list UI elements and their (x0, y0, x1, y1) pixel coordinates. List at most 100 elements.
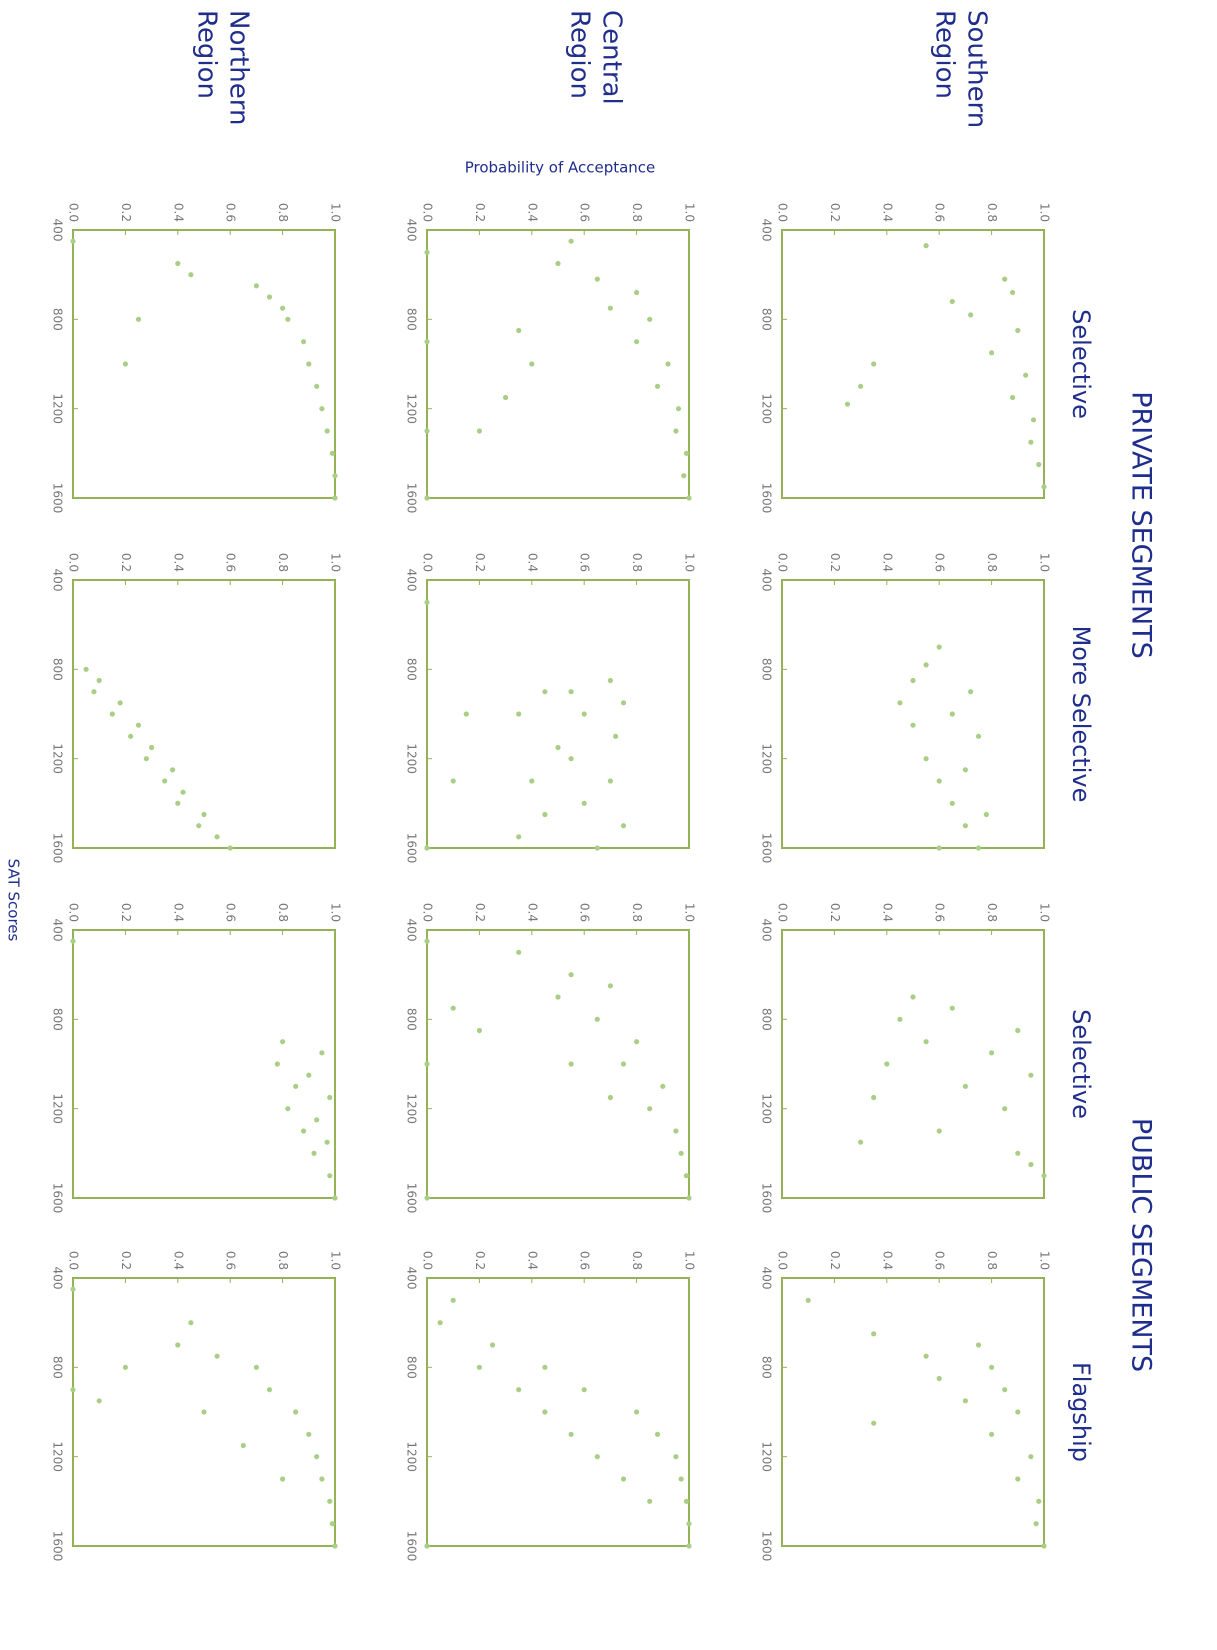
scatter-point (1028, 1454, 1034, 1460)
scatter-point (70, 1286, 76, 1292)
scatter-point (162, 778, 168, 784)
scatter-point (1002, 276, 1008, 282)
x-tick-label: 1200 (405, 1441, 419, 1472)
scatter-point (673, 1454, 679, 1460)
y-tick-label: 1.0 (1038, 203, 1052, 222)
scatter-point (607, 305, 613, 311)
scatter-point (227, 845, 233, 851)
scatter-point (686, 1195, 692, 1201)
scatter-point (266, 294, 273, 300)
scatter-point (923, 756, 929, 762)
y-tick-label: 0.2 (119, 1251, 133, 1270)
y-tick-label: 0.6 (224, 203, 238, 222)
scatter-point (581, 1387, 587, 1393)
scatter-point (201, 811, 207, 818)
x-tick-label: 800 (405, 1356, 419, 1379)
y-tick-label: 0.8 (630, 1251, 644, 1270)
scatter-point (437, 1320, 443, 1326)
scatter-point (858, 1139, 864, 1145)
y-tick-label: 0.4 (880, 203, 894, 222)
scatter-point (581, 711, 587, 717)
scatter-point (683, 1498, 689, 1504)
x-axis-label: SAT Scores (5, 859, 23, 942)
scatter-point (568, 238, 574, 244)
x-tick-label: 1200 (405, 743, 419, 774)
plot-frame (426, 579, 690, 849)
scatter-point (327, 1173, 333, 1179)
scatter-point (936, 1128, 942, 1134)
scatter-point (686, 1521, 692, 1527)
y-tick-label: 0.4 (525, 1251, 539, 1270)
y-tick-label: 0.8 (276, 203, 290, 222)
scatter-point (148, 744, 155, 751)
scatter-point (542, 1409, 548, 1415)
y-tick-label: 0.0 (776, 553, 790, 572)
scatter-point (654, 1431, 661, 1437)
x-tick-label: 1200 (760, 743, 774, 774)
scatter-point (989, 1050, 995, 1056)
scatter-point (306, 1072, 312, 1078)
scatter-point (871, 1420, 877, 1426)
x-tick-label: 800 (760, 1008, 774, 1031)
y-tick-label: 0.6 (224, 1251, 238, 1270)
x-tick-label: 800 (51, 1008, 65, 1031)
scatter-point (673, 1128, 679, 1134)
y-tick-label: 0.6 (224, 903, 238, 922)
scatter-point (936, 644, 942, 650)
scatter-point (329, 450, 335, 456)
x-tick-label: 800 (405, 658, 419, 681)
scatter-point (279, 1476, 286, 1482)
y-tick-label: 1.0 (329, 903, 343, 922)
row-title: Southern (962, 10, 992, 128)
scatter-point (314, 1454, 320, 1460)
x-tick-label: 800 (405, 308, 419, 331)
scatter-point (681, 473, 687, 479)
scatter-point (201, 1409, 207, 1415)
scatter-point (1015, 1409, 1021, 1415)
scatter-point (568, 689, 574, 695)
scatter-point (329, 1521, 335, 1527)
scatter-point (871, 361, 877, 367)
scatter-point (240, 1442, 246, 1449)
scatter-point (654, 383, 661, 389)
y-tick-label: 0.0 (421, 553, 435, 572)
scatter-point (424, 339, 430, 345)
y-tick-label: 0.2 (473, 1251, 487, 1270)
scatter-point (1041, 1173, 1047, 1179)
scatter-point (897, 700, 903, 706)
x-tick-label: 1200 (51, 1441, 65, 1472)
scatter-point (476, 1364, 482, 1370)
scatter-point (1033, 1521, 1039, 1527)
row-title: Northern (224, 10, 254, 125)
scatter-point (285, 1106, 291, 1112)
scatter-point (686, 1543, 692, 1549)
scatter-point (581, 800, 587, 806)
x-tick-label: 800 (760, 658, 774, 681)
scatter-point (594, 1454, 600, 1460)
scatter-point (279, 1039, 286, 1045)
y-tick-label: 0.6 (224, 553, 238, 572)
scatter-point (424, 249, 430, 255)
group-title: PRIVATE SEGMENTS (1126, 391, 1157, 659)
y-tick-label: 0.4 (880, 903, 894, 922)
scatter-point (633, 289, 640, 296)
scatter-point (568, 1061, 574, 1067)
scatter-point (476, 1027, 482, 1034)
scatter-point (1028, 439, 1034, 445)
scatter-point (324, 428, 330, 434)
scatter-point (686, 495, 692, 501)
y-tick-label: 0.8 (985, 903, 999, 922)
scatter-point (1015, 1150, 1021, 1156)
scatter-point (936, 1375, 942, 1382)
scatter-point (620, 1476, 627, 1482)
x-tick-label: 1600 (405, 483, 419, 514)
x-tick-label: 400 (51, 1267, 65, 1290)
scatter-point (516, 711, 522, 717)
scatter-point (1036, 1498, 1042, 1504)
scatter-point (678, 1150, 684, 1156)
y-tick-label: 0.0 (776, 1251, 790, 1270)
y-tick-label: 1.0 (1038, 1251, 1052, 1270)
scatter-point (620, 823, 627, 829)
x-tick-label: 1600 (51, 833, 65, 864)
scatter-point (70, 938, 76, 944)
